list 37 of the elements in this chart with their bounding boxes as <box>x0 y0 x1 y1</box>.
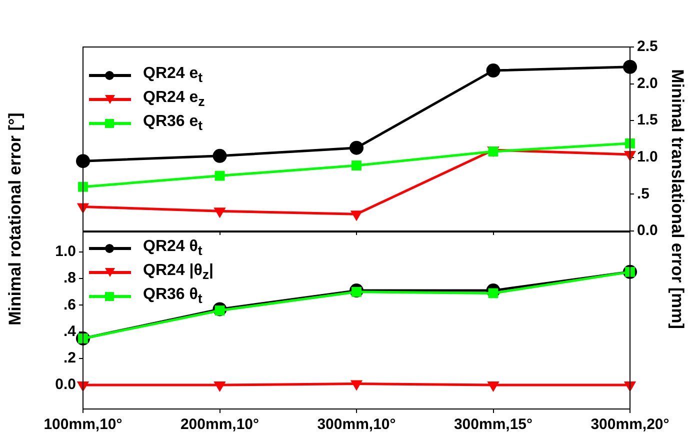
legend-label: QR24 e$_{z}$ <box>143 88 205 110</box>
legend-label: QR24 |θ$_{z}$| <box>143 262 214 282</box>
point <box>352 160 362 170</box>
point <box>487 382 500 392</box>
x-tick-label: 300mm,10° <box>317 416 396 434</box>
legend-label: QR36 θ$_{t}$ <box>143 286 202 306</box>
point <box>212 148 227 163</box>
y-tick-label: 1.0 <box>55 243 76 260</box>
y-tick-label: .4 <box>63 322 77 340</box>
point <box>350 380 363 391</box>
point <box>76 154 90 168</box>
point <box>214 382 226 392</box>
x-tick-label: 300mm,20° <box>590 416 670 434</box>
y-tick-label: 0.0 <box>637 222 658 240</box>
y-tick-label: 2.0 <box>637 74 658 92</box>
y-tick-label: .2 <box>63 350 76 367</box>
legend-label: QR24 θ$_{t}$ <box>143 238 202 258</box>
y-tick-label: 2.5 <box>637 38 658 56</box>
y-tick-label: 1.5 <box>637 112 658 129</box>
legend-label: QR24 e$_{t}$ <box>143 64 203 86</box>
legend-label: QR36 e$_{t}$ <box>143 112 203 134</box>
y-axis-title: Minimal rotational error [°] <box>5 112 25 325</box>
point <box>350 140 364 155</box>
point <box>623 60 637 74</box>
point <box>625 138 635 148</box>
y-tick-label: .8 <box>63 270 76 287</box>
x-tick-label: 200mm,10° <box>180 416 260 434</box>
y-axis-title: Minimal translational error [mm] <box>667 68 687 328</box>
y-tick-label: 0.0 <box>55 376 76 394</box>
y-tick-label: 1.0 <box>637 148 658 166</box>
x-tick-label: 100mm,10° <box>44 416 122 434</box>
point <box>486 64 500 78</box>
point <box>78 182 88 192</box>
point <box>214 170 225 181</box>
x-tick-label: 300mm,15° <box>454 416 533 434</box>
y-tick-label: .5 <box>637 185 650 202</box>
y-tick-label: .6 <box>63 296 76 314</box>
